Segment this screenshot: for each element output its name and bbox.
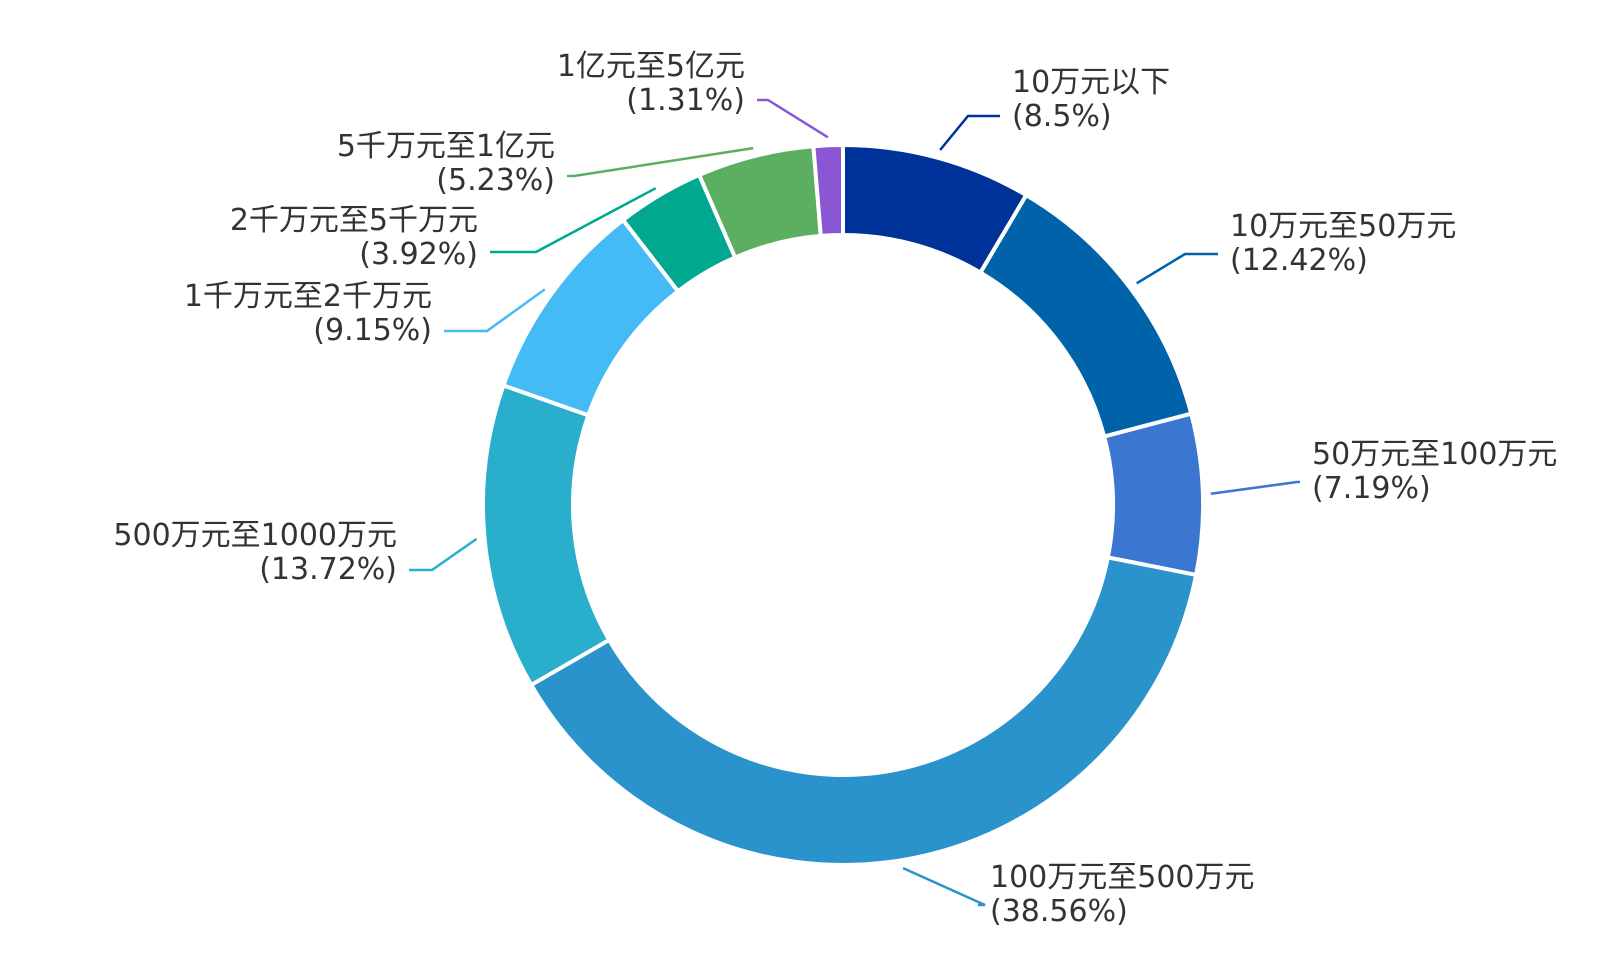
slice-label: 2千万元至5千万元 [230,203,478,238]
slice-label: 50万元至100万元 [1312,437,1557,472]
leader-line [444,288,546,333]
leader-line [409,537,478,572]
slice-label: 100万元至500万元 [990,860,1255,895]
slice-percent-label: (13.72%) [259,552,397,587]
leader-line [490,187,657,254]
leader-line [1136,252,1218,285]
leader-line [939,114,1000,151]
slice-label: 1千万元至2千万元 [184,279,432,314]
slice-label: 500万元至1000万元 [113,518,397,553]
slice-percent-label: (3.92%) [359,237,478,272]
slice-label: 10万元以下 [1012,65,1170,100]
leader-line [1210,480,1300,496]
slice-label: 10万元至50万元 [1230,209,1456,244]
donut-slice [811,143,845,238]
leader-line [902,866,986,907]
slice-percent-label: (1.31%) [626,83,745,118]
slice-percent-label: (38.56%) [990,894,1128,929]
donut-slice [978,193,1194,439]
slice-percent-label: (7.19%) [1312,471,1431,506]
slice-percent-label: (5.23%) [436,163,555,198]
slice-label: 1亿元至5亿元 [557,49,745,84]
donut-slice [1102,411,1205,577]
donut-slice [529,555,1199,867]
slice-percent-label: (12.42%) [1230,243,1368,278]
leader-line [757,98,829,139]
slice-percent-label: (8.5%) [1012,99,1112,134]
leader-line [567,146,754,178]
slice-label: 5千万元至1亿元 [337,129,555,164]
donut-slice [481,383,612,687]
slice-percent-label: (9.15%) [313,313,432,348]
